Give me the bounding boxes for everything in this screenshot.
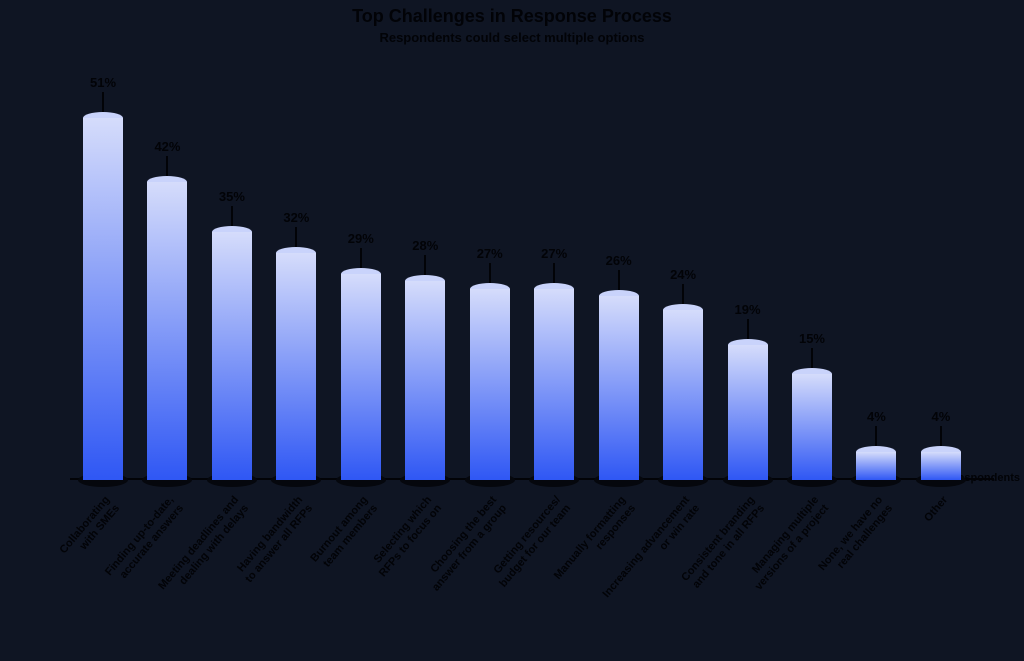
bar-body [83, 118, 123, 480]
category-slot: None, we have no real challenges [853, 486, 899, 656]
bar-body [663, 310, 703, 480]
bar-body [276, 253, 316, 480]
bar: 42% [144, 60, 190, 480]
bar: 4% [918, 60, 964, 480]
bar-value-label: 42% [154, 139, 180, 154]
bar: 19% [725, 60, 771, 480]
bar-value-label: 19% [735, 302, 761, 317]
bar-value-label: 27% [541, 246, 567, 261]
bar: 35% [209, 60, 255, 480]
bar-body [470, 289, 510, 480]
plot-area: Respondents 51%42%35%32%29%28%27%27%26%2… [0, 60, 1024, 480]
bar-value-label: 35% [219, 189, 245, 204]
bar: 32% [273, 60, 319, 480]
bar: 51% [80, 60, 126, 480]
bar-value-label: 27% [477, 246, 503, 261]
bar-body [792, 374, 832, 480]
bars-group: 51% 42% 35% 32% 29% 28% 27% 27% 26% 24% 19% 15% 4% 4% [80, 60, 964, 480]
bar-body [341, 274, 381, 480]
bar: 27% [531, 60, 577, 480]
category-label: Collaborating with SMEs [57, 494, 123, 565]
bar-value-label: 51% [90, 75, 116, 90]
bar-value-label: 26% [606, 253, 632, 268]
bar-body [921, 452, 961, 480]
bar-value-label: 15% [799, 331, 825, 346]
bar: 4% [853, 60, 899, 480]
bar: 28% [402, 60, 448, 480]
category-slot: Other [918, 486, 964, 656]
bar-value-label: 24% [670, 267, 696, 282]
bar-body [728, 345, 768, 480]
bar: 27% [467, 60, 513, 480]
bar-body [856, 452, 896, 480]
bar-value-label: 32% [283, 210, 309, 225]
bar-value-label: 4% [867, 409, 886, 424]
chart-subtitle: Respondents could select multiple option… [0, 30, 1024, 45]
chart-title: Top Challenges in Response Process [0, 6, 1024, 27]
bar: 26% [596, 60, 642, 480]
bar-value-label: 28% [412, 238, 438, 253]
bar: 15% [789, 60, 835, 480]
bar-body [599, 296, 639, 480]
bar-body [405, 281, 445, 480]
bar: 29% [338, 60, 384, 480]
bar-value-label: 29% [348, 231, 374, 246]
category-labels-group: Collaborating with SMEsFinding up-to-dat… [80, 486, 964, 656]
bar: 24% [660, 60, 706, 480]
chart-container: Top Challenges in Response Process Respo… [0, 0, 1024, 661]
bar-body [534, 289, 574, 480]
bar-body [212, 232, 252, 480]
bar-body [147, 182, 187, 480]
category-slot: Having bandwidth to answer all RFPs [273, 486, 319, 656]
category-label: Other [922, 494, 951, 525]
bar-value-label: 4% [931, 409, 950, 424]
